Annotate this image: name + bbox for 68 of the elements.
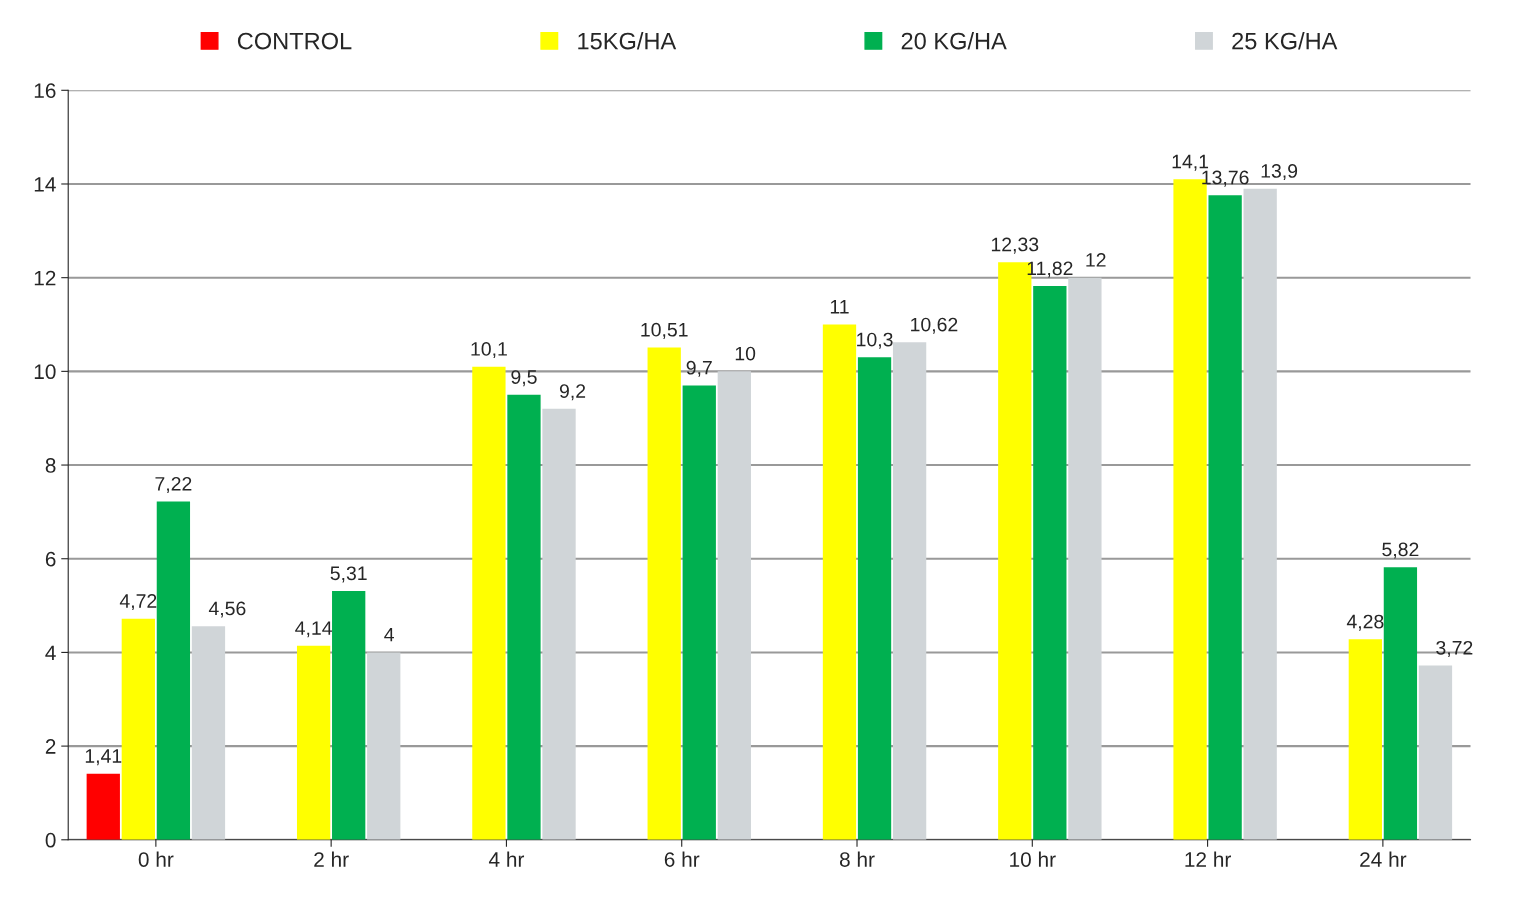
y-tick-label: 2: [45, 739, 56, 754]
data-label: 1,41: [85, 749, 122, 766]
bar: [1418, 665, 1453, 840]
data-label: 10,3: [857, 332, 893, 349]
bar: [507, 394, 541, 840]
y-tick-label: 6: [45, 551, 56, 567]
x-tick-label: 12 hr: [1185, 851, 1231, 867]
legend-label: CONTROL: [237, 32, 352, 50]
x-tick-label: 4 hr: [488, 851, 525, 867]
bar: [542, 408, 576, 840]
bar: [892, 342, 927, 840]
bar: [857, 357, 892, 840]
bar: [822, 324, 857, 840]
bar: [1348, 639, 1382, 840]
data-label: 5,82: [1382, 542, 1419, 559]
data-label: 10: [735, 346, 756, 361]
data-label: 5,31: [330, 566, 367, 583]
data-label: 10,62: [911, 317, 958, 334]
bar: [1033, 286, 1067, 840]
data-label: 10,1: [471, 342, 507, 359]
bar: [682, 385, 716, 840]
data-label: 7,22: [155, 476, 192, 494]
legend-label: 25 KG/HA: [1232, 32, 1338, 50]
y-tick-label: 8: [45, 458, 56, 473]
data-label: 13,76: [1202, 170, 1249, 187]
data-label: 4,28: [1346, 614, 1384, 631]
data-label: 12: [1086, 253, 1106, 267]
bar: [1208, 195, 1242, 840]
x-tick-label: 8 hr: [839, 851, 875, 867]
data-label: 9,7: [686, 360, 712, 377]
y-tick-label: 16: [34, 83, 56, 99]
legend-label: 15KG/HA: [578, 32, 677, 50]
bar: [647, 347, 681, 840]
bar: [367, 652, 401, 840]
x-tick-label: 10 hr: [1010, 851, 1056, 867]
data-label: 4,14: [295, 621, 332, 638]
data-label: 4,72: [119, 594, 157, 611]
legend-label: 20 KG/HA: [901, 32, 1007, 50]
bar: [156, 501, 191, 840]
bar: [1383, 567, 1418, 840]
y-tick-label: 14: [34, 177, 56, 192]
bar: [296, 645, 331, 840]
data-label: 4: [384, 627, 394, 642]
bar: [1068, 277, 1102, 840]
bar: [191, 626, 226, 840]
bar: [121, 618, 155, 840]
bar: [332, 591, 366, 840]
data-label: 10,51: [641, 322, 688, 339]
bar: [472, 366, 506, 840]
x-tick-label: 6 hr: [664, 851, 700, 867]
y-tick-label: 10: [34, 364, 56, 380]
bar: [717, 371, 751, 840]
data-label: 3,72: [1436, 640, 1473, 657]
data-label: 9,5: [511, 370, 537, 387]
x-tick-label: 0 hr: [138, 851, 174, 867]
y-tick-label: 4: [45, 645, 56, 660]
x-tick-label: 2 hr: [314, 851, 349, 867]
y-tick-label: 0: [45, 832, 56, 848]
data-label: 4,56: [208, 601, 246, 618]
data-label: 13,9: [1261, 164, 1298, 181]
data-label: 11: [830, 300, 849, 314]
y-tick-label: 12: [34, 270, 56, 286]
data-label: 12,33: [991, 237, 1039, 254]
data-label: 9,2: [559, 384, 586, 401]
data-label: 14,1: [1172, 154, 1209, 171]
bar: [86, 773, 120, 840]
bar: [1243, 188, 1277, 840]
x-tick-label: 24 hr: [1360, 851, 1407, 867]
